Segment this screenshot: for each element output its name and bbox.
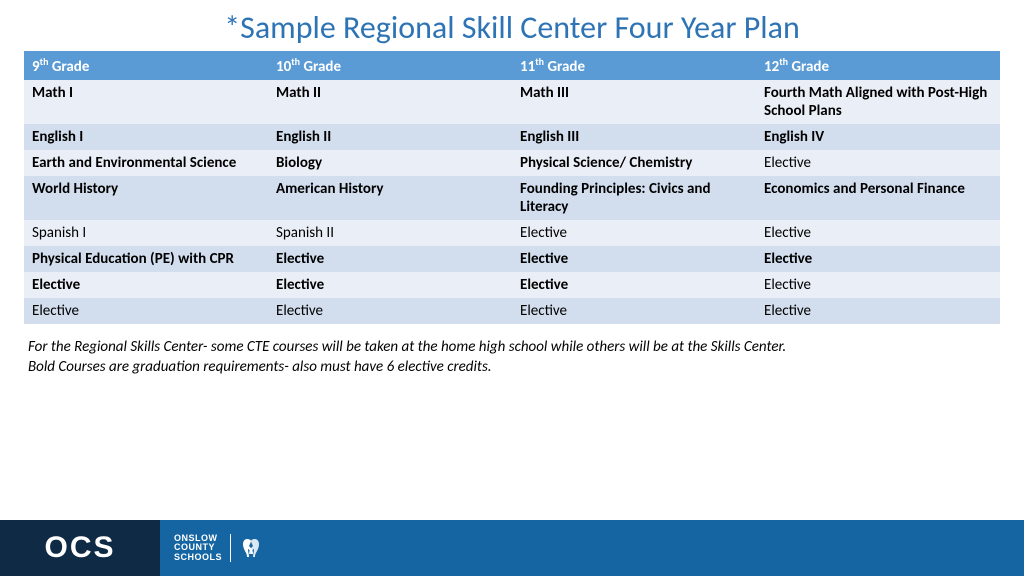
- table-row: Physical Education (PE) with CPRElective…: [24, 246, 1000, 272]
- table-cell: English II: [268, 124, 512, 150]
- table-cell: Elective: [268, 246, 512, 272]
- ocs-logo: OCS: [44, 531, 115, 565]
- table-row: Earth and Environmental ScienceBiologyPh…: [24, 150, 1000, 176]
- table-cell: English IV: [756, 124, 1000, 150]
- table-cell: Elective: [512, 220, 756, 246]
- page-title: *Sample Regional Skill Center Four Year …: [0, 0, 1024, 51]
- table-cell: English III: [512, 124, 756, 150]
- county-text: ONSLOW COUNTY SCHOOLS: [174, 534, 222, 562]
- county-block: ONSLOW COUNTY SCHOOLS: [174, 534, 263, 562]
- footer-divider: [230, 534, 231, 562]
- footnote-line-1: For the Regional Skills Center- some CTE…: [28, 338, 996, 358]
- table-row: Math IMath IIMath IIIFourth Math Aligned…: [24, 80, 1000, 124]
- footer-left: OCS: [0, 520, 160, 576]
- table-cell: Elective: [512, 246, 756, 272]
- table-row: ElectiveElectiveElectiveElective: [24, 298, 1000, 324]
- table-cell: Founding Principles: Civics and Literacy: [512, 176, 756, 220]
- footnote: For the Regional Skills Center- some CTE…: [0, 324, 1024, 377]
- table-cell: Elective: [24, 298, 268, 324]
- table-cell: Elective: [756, 246, 1000, 272]
- table-cell: American History: [268, 176, 512, 220]
- column-header-3: 12th Grade: [756, 51, 1000, 80]
- footer-bar: OCS ONSLOW COUNTY SCHOOLS: [0, 520, 1024, 576]
- table-cell: English I: [24, 124, 268, 150]
- table-cell: World History: [24, 176, 268, 220]
- table-cell: Math II: [268, 80, 512, 124]
- table-cell: Elective: [268, 272, 512, 298]
- table-row: Spanish ISpanish IIElectiveElective: [24, 220, 1000, 246]
- table-cell: Elective: [512, 298, 756, 324]
- table-cell: Math I: [24, 80, 268, 124]
- table-cell: Elective: [268, 298, 512, 324]
- county-l3: SCHOOLS: [174, 553, 222, 562]
- table-cell: Economics and Personal Finance: [756, 176, 1000, 220]
- plan-table: 9th Grade10th Grade11th Grade12th Grade …: [24, 51, 1000, 324]
- table-cell: Biology: [268, 150, 512, 176]
- table-cell: Physical Science/ Chemistry: [512, 150, 756, 176]
- table-cell: Spanish I: [24, 220, 268, 246]
- plan-table-container: 9th Grade10th Grade11th Grade12th Grade …: [0, 51, 1024, 324]
- table-cell: Elective: [512, 272, 756, 298]
- footer-right: ONSLOW COUNTY SCHOOLS: [160, 520, 1024, 576]
- table-cell: Fourth Math Aligned with Post-High Schoo…: [756, 80, 1000, 124]
- footnote-line-2: Bold Courses are graduation requirements…: [28, 358, 996, 378]
- table-cell: Elective: [756, 220, 1000, 246]
- table-row: English IEnglish IIEnglish IIIEnglish IV: [24, 124, 1000, 150]
- column-header-0: 9th Grade: [24, 51, 268, 80]
- table-cell: Spanish II: [268, 220, 512, 246]
- table-cell: Elective: [756, 298, 1000, 324]
- column-header-2: 11th Grade: [512, 51, 756, 80]
- table-cell: Math III: [512, 80, 756, 124]
- table-cell: Physical Education (PE) with CPR: [24, 246, 268, 272]
- table-row: World HistoryAmerican HistoryFounding Pr…: [24, 176, 1000, 220]
- faces-icon: [239, 536, 263, 560]
- table-cell: Elective: [756, 150, 1000, 176]
- table-cell: Earth and Environmental Science: [24, 150, 268, 176]
- table-cell: Elective: [756, 272, 1000, 298]
- table-cell: Elective: [24, 272, 268, 298]
- column-header-1: 10th Grade: [268, 51, 512, 80]
- table-row: ElectiveElectiveElectiveElective: [24, 272, 1000, 298]
